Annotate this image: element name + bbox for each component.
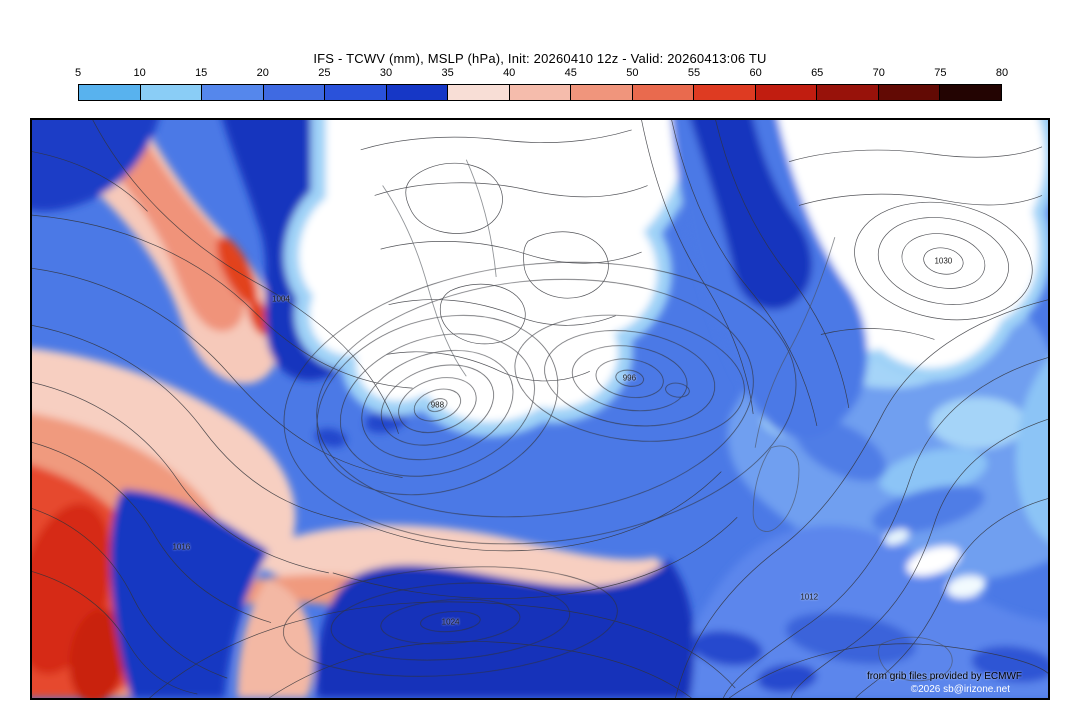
colorbar-tick-label: 60 (749, 67, 762, 79)
colorbar-segment (448, 85, 510, 100)
isobar-contours (32, 120, 1048, 698)
colorbar: 5 10 15 20 25 30 35 40 45 50 55 60 65 70 75 80 (74, 67, 1008, 101)
colorbar-ticks: 5 10 15 20 25 30 35 40 45 50 55 60 65 70 75 80 (74, 67, 1008, 81)
colorbar-segment (386, 85, 449, 100)
colorbar-tick-label: 15 (195, 67, 208, 79)
colorbar-tick-label: 55 (687, 67, 701, 79)
attribution-ecmwf: from grib files provided by ECMWF (866, 671, 1022, 682)
colorbar-tick-label: 30 (379, 67, 393, 79)
colorbar-segment (202, 85, 264, 100)
colorbar-tick-label: 5 (74, 67, 82, 79)
colorbar-segment (325, 85, 387, 100)
colorbar-segment (140, 85, 203, 100)
colorbar-tick-label: 50 (626, 67, 639, 79)
map-frame: 988 996 1004 1012 1016 1024 1030 from grib fil… (30, 118, 1050, 700)
colorbar-tick-label: 75 (934, 67, 947, 79)
colorbar-segment (571, 85, 633, 100)
chart-title: IFS - TCWV (mm), MSLP (hPa), Init: 20260… (313, 51, 767, 66)
weather-map-canvas (32, 120, 1048, 698)
colorbar-tick-label: 65 (811, 67, 824, 79)
colorbar-tick-label: 35 (441, 67, 454, 79)
colorbar-segment (632, 85, 695, 100)
colorbar-segment (817, 85, 879, 100)
colorbar-tick-label: 20 (256, 67, 269, 79)
coastlines (382, 159, 953, 682)
attribution-copyright: ©2026 sb@irizone.net (910, 684, 1010, 695)
colorbar-segment (263, 85, 326, 100)
colorbar-tick-label: 40 (503, 67, 516, 79)
colorbar-segment (79, 85, 141, 100)
colorbar-tick-label: 45 (564, 67, 577, 79)
colorbar-segments (78, 84, 1002, 101)
colorbar-segment (694, 85, 756, 100)
colorbar-segment (509, 85, 572, 100)
colorbar-tick-label: 10 (133, 67, 146, 79)
colorbar-segment (940, 85, 1001, 100)
colorbar-segment (755, 85, 818, 100)
tcwv-shading (32, 120, 1048, 698)
colorbar-tick-label: 80 (995, 67, 1009, 79)
colorbar-tick-label: 25 (318, 67, 331, 79)
colorbar-segment (878, 85, 941, 100)
colorbar-tick-label: 70 (872, 67, 885, 79)
